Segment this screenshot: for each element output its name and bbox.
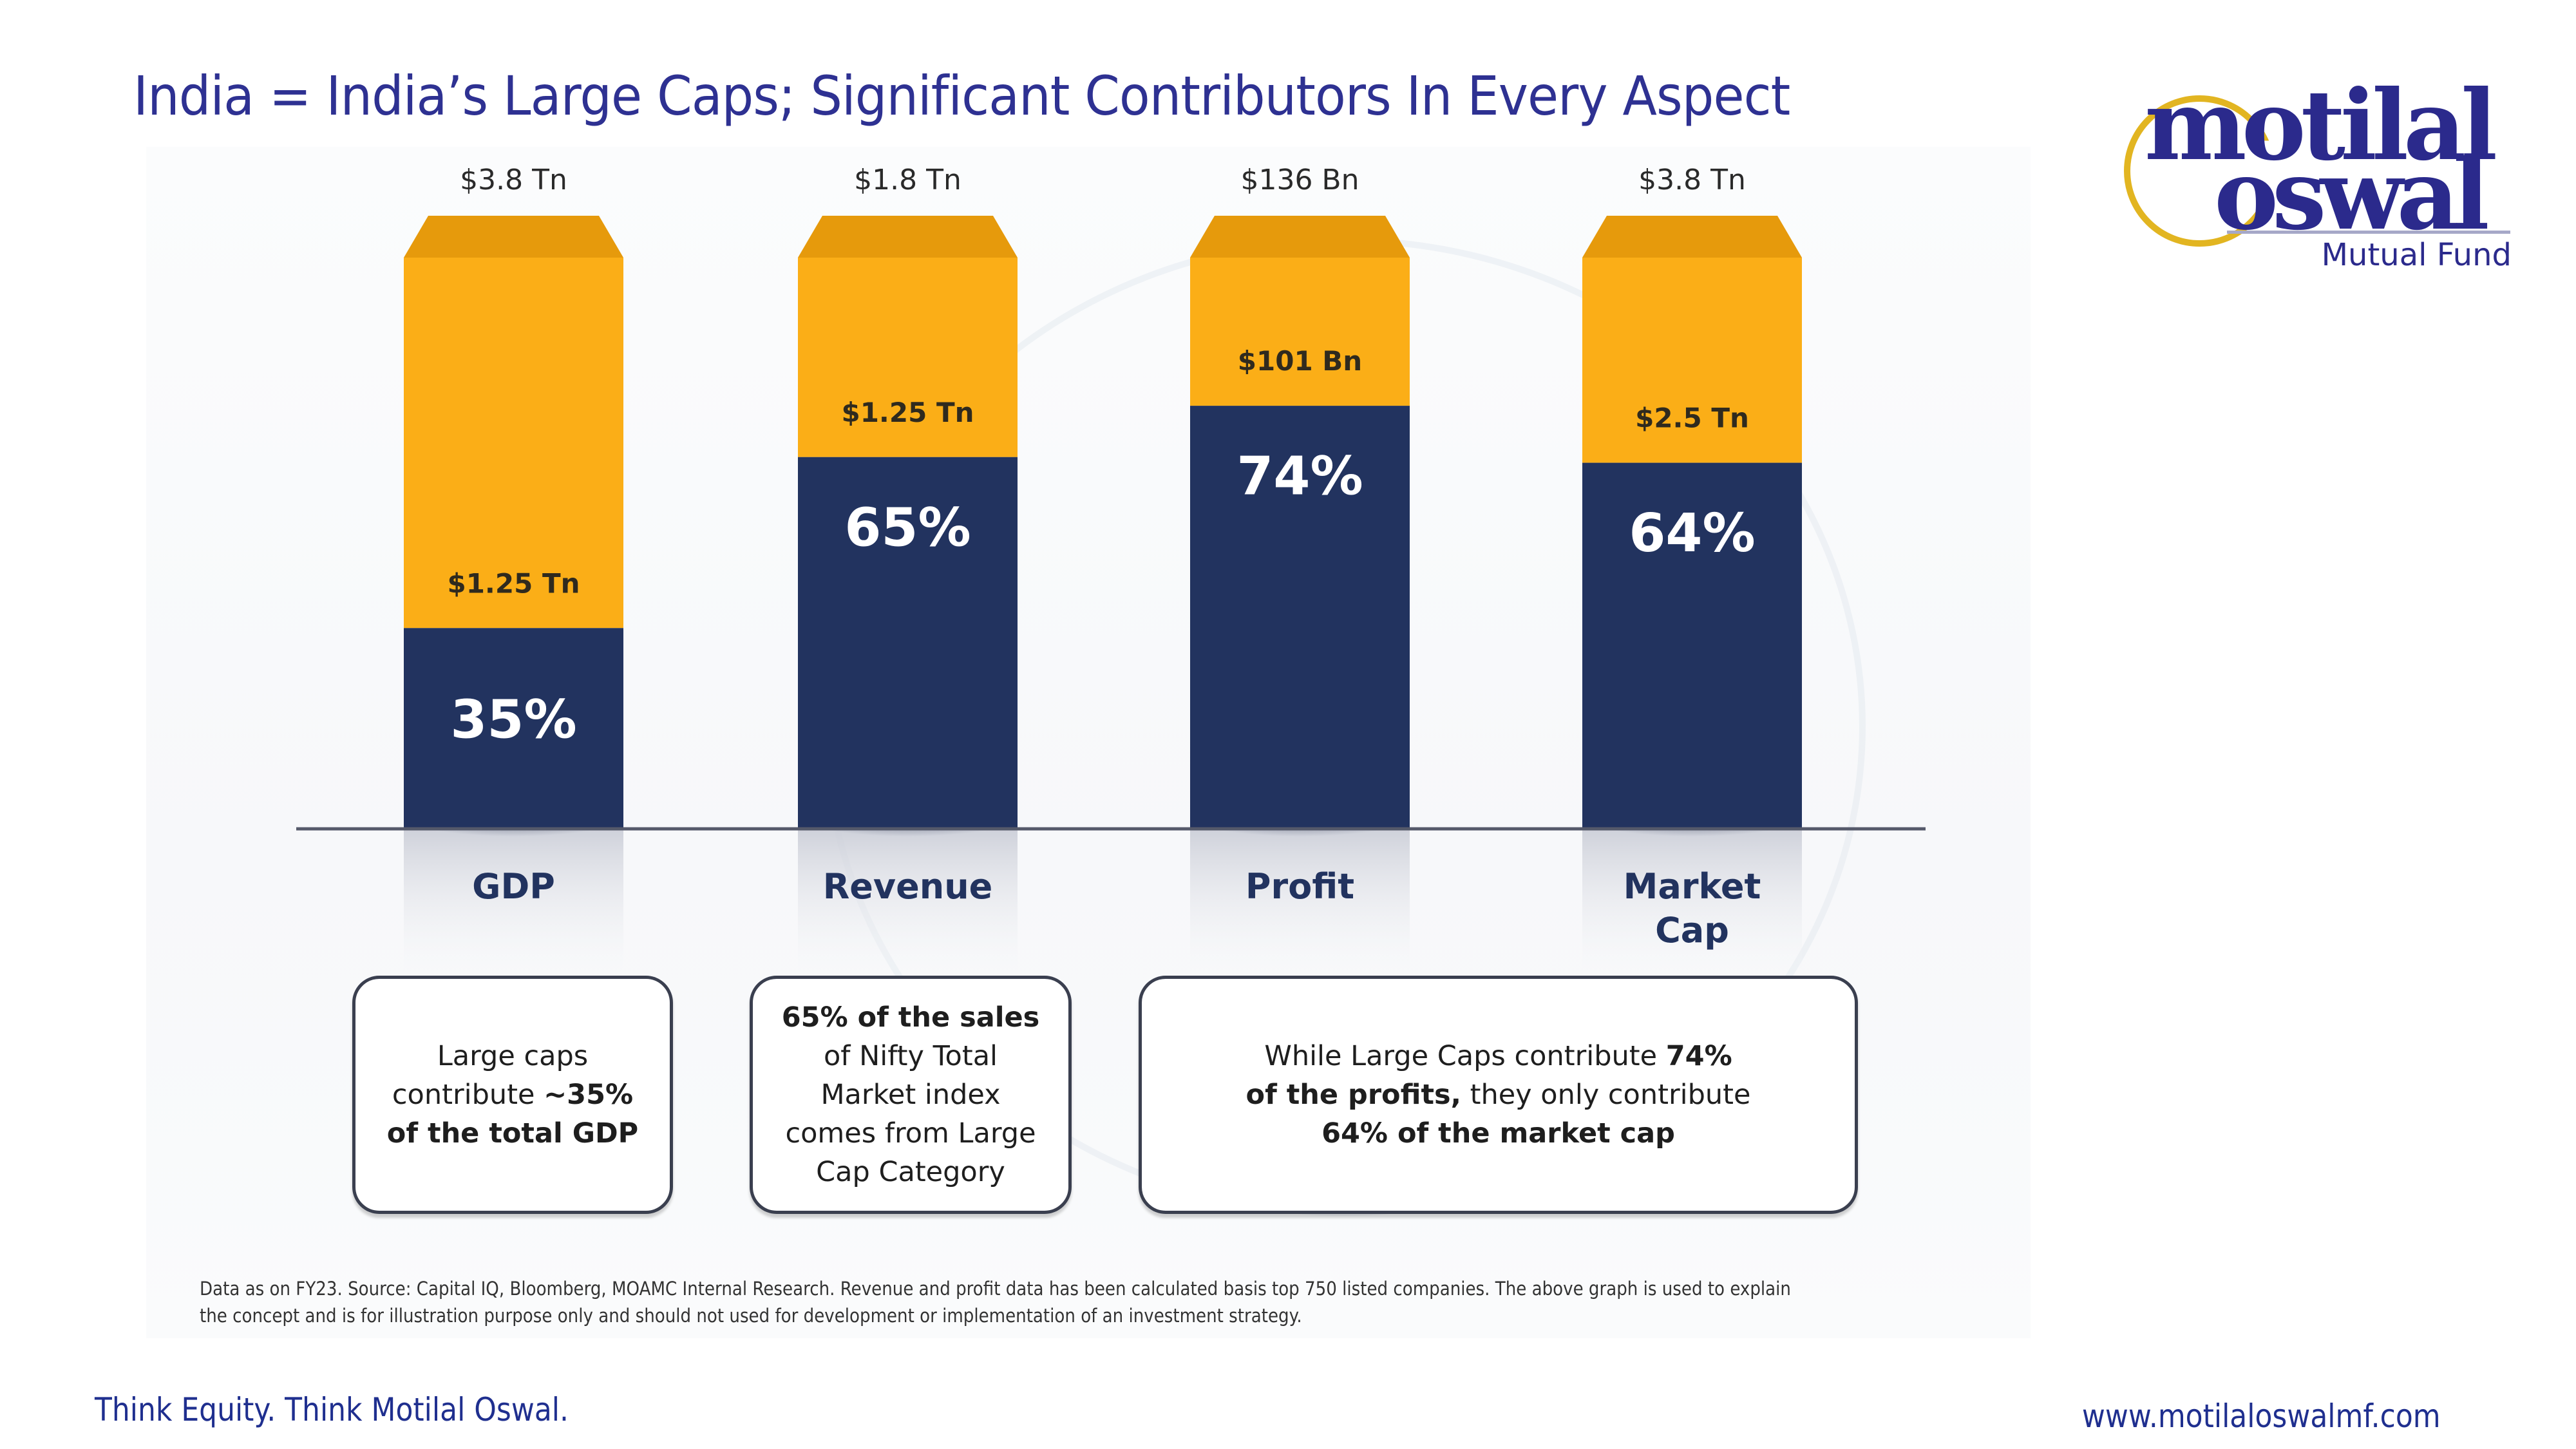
- source-footnote: Data as on FY23. Source: Capital IQ, Blo…: [200, 1278, 1791, 1327]
- bar-cap-0: [404, 216, 623, 258]
- callout-phrase: contribute: [392, 1079, 544, 1111]
- callout-phrase: Market index: [820, 1079, 1001, 1111]
- bar-segment-remainder: [1582, 258, 1802, 463]
- category-label: GDP: [472, 866, 555, 907]
- callout-box: 65% of the sales of Nifty Total Market ind…: [750, 976, 1072, 1214]
- large-cap-percent-label: 64%: [1629, 503, 1755, 564]
- callout-box: While Large Caps contribute 74% of the pr…: [1139, 976, 1858, 1214]
- callout-phrase: While Large Caps contribute: [1264, 1040, 1666, 1072]
- callout-emphasis: 64% of the market cap: [1321, 1117, 1675, 1150]
- callout-phrase: they only contribute: [1461, 1079, 1751, 1111]
- category-label: Revenue: [823, 866, 993, 907]
- large-cap-value-label: $101 Bn: [1238, 345, 1362, 377]
- logo-tagline: Mutual Fund: [2321, 237, 2512, 273]
- logo-wordmark-line1: motilal: [2145, 69, 2497, 182]
- callout-phrase: comes from Large: [785, 1117, 1036, 1150]
- bar-segment-large-cap: [1582, 462, 1802, 828]
- callout-emphasis: of the total GDP: [386, 1117, 639, 1150]
- category-label: Market: [1624, 866, 1761, 907]
- bar-segment-remainder: [798, 258, 1018, 457]
- bar-segment-large-cap: [798, 457, 1018, 828]
- total-value-label: $1.8 Tn: [854, 164, 961, 196]
- callout-emphasis: ~35%: [544, 1079, 634, 1111]
- category-label: Cap: [1655, 910, 1729, 951]
- total-value-label: $3.8 Tn: [1638, 164, 1746, 196]
- bar-segment-large-cap: [404, 628, 623, 828]
- callout-emphasis: 65% of the sales: [781, 1001, 1040, 1034]
- large-cap-value-label: $1.25 Tn: [447, 567, 580, 599]
- large-cap-percent-label: 35%: [450, 689, 576, 750]
- callout-emphasis: 74%: [1665, 1040, 1732, 1072]
- motilal-oswal-logo: motilal oswal Mutual Fund: [2119, 71, 2518, 283]
- callout-phrase: Large caps: [437, 1040, 589, 1072]
- footer-website-link[interactable]: www.motilaloswalmf.com: [2082, 1397, 2441, 1435]
- logo-divider: [2227, 231, 2510, 234]
- total-value-label: $3.8 Tn: [460, 164, 567, 196]
- logo-wordmark-line2: oswal: [2214, 138, 2490, 252]
- bar-cap-2: [1190, 216, 1410, 258]
- footer-tagline: Think Equity. Think Motilal Oswal.: [95, 1391, 569, 1428]
- bar-segment-large-cap: [1190, 406, 1410, 828]
- callout-box: Large caps contribute ~35% of the total GD…: [352, 976, 673, 1214]
- total-value-label: $136 Bn: [1240, 164, 1359, 196]
- large-cap-value-label: $1.25 Tn: [841, 397, 974, 428]
- bar-cap-3: [1582, 216, 1802, 258]
- large-cap-percent-label: 74%: [1236, 446, 1363, 507]
- category-label: Profit: [1245, 866, 1354, 907]
- page-title: India = India’s Large Caps; Significant …: [133, 64, 1790, 128]
- callout-text: While Large Caps contribute 74% of the pr…: [1246, 1037, 1751, 1153]
- callout-phrase: Cap Category: [816, 1156, 1005, 1188]
- large-cap-percent-label: 65%: [844, 497, 971, 558]
- bar-segment-remainder: [404, 258, 623, 629]
- bar-cap-1: [798, 216, 1018, 258]
- callout-text: Large caps contribute ~35% of the total GD…: [387, 1037, 638, 1153]
- callout-emphasis: of the profits,: [1245, 1079, 1461, 1111]
- large-cap-value-label: $2.5 Tn: [1635, 402, 1749, 434]
- bar-segment-remainder: [1190, 258, 1410, 406]
- callout-phrase: of Nifty Total: [823, 1040, 998, 1072]
- callout-text: 65% of the sales of Nifty Total Market ind…: [782, 998, 1040, 1191]
